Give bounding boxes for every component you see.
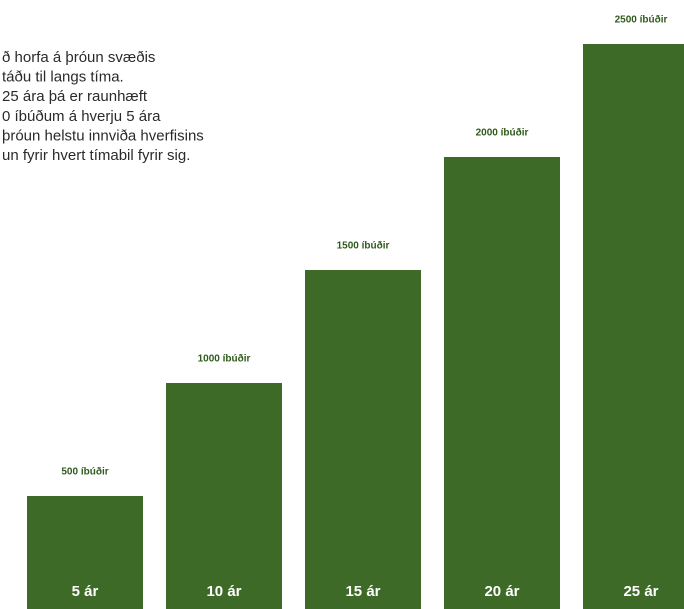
bar: [305, 270, 421, 609]
value-label: 1000 íbúðir: [198, 353, 251, 365]
category-label: 20 ár: [484, 583, 519, 600]
bar: [583, 44, 684, 609]
value-label: 1500 íbúðir: [337, 240, 390, 252]
category-label: 15 ár: [345, 583, 380, 600]
bar: [166, 383, 282, 609]
value-label: 2000 íbúðir: [476, 127, 529, 139]
paragraph-line: 25 ára þá er raunhæft: [2, 88, 148, 105]
bar: [444, 157, 560, 609]
paragraph-line: táðu til langs tíma.: [2, 69, 124, 86]
bar: [27, 496, 143, 609]
category-label: 10 ár: [206, 583, 241, 600]
paragraph-line: ð horfa á þróun svæðis: [2, 49, 155, 66]
category-label: 25 ár: [623, 583, 658, 600]
category-label: 5 ár: [72, 583, 99, 600]
paragraph-line: 0 íbúðum á hverju 5 ára: [2, 108, 161, 125]
paragraph-line: þróun helstu innviða hverfisins: [2, 127, 204, 144]
paragraph-line: un fyrir hvert tímabil fyrir sig.: [2, 147, 190, 164]
value-label: 2500 íbúðir: [615, 14, 668, 26]
value-label: 500 íbúðir: [61, 466, 108, 478]
